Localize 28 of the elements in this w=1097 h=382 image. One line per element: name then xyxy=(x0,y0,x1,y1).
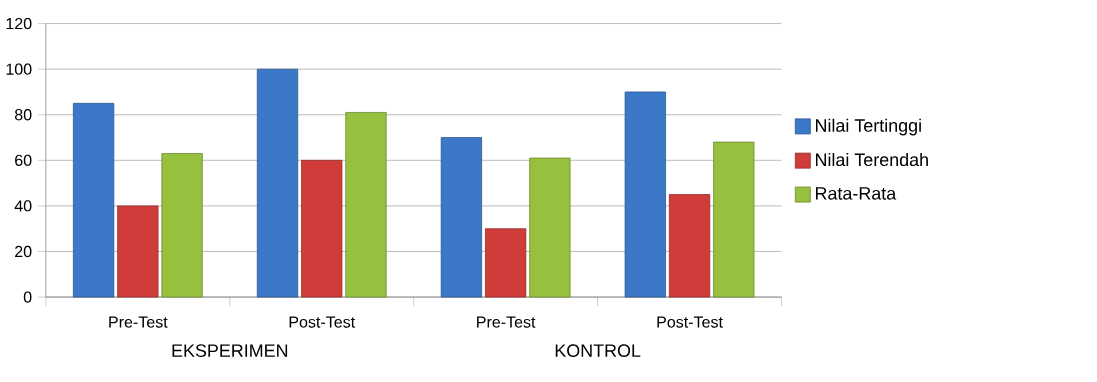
bar xyxy=(485,228,527,298)
legend-label: Nilai Terendah xyxy=(816,152,928,167)
bar xyxy=(713,141,755,298)
x-tick-label: Pre-Test xyxy=(109,316,168,328)
x-tick-label: Pre-Test xyxy=(477,316,536,328)
text: KONTROL xyxy=(555,344,641,357)
bar xyxy=(529,157,571,298)
y-tick-label: 0 xyxy=(23,291,32,303)
bar xyxy=(668,194,711,298)
bar xyxy=(440,137,483,298)
text: EKSPERIMEN xyxy=(172,344,288,357)
bar xyxy=(161,153,203,298)
legend-label: Rata-Rata xyxy=(816,187,897,200)
bar xyxy=(117,205,159,298)
y-tick-label: 100 xyxy=(6,63,32,75)
x-tick-label: Post-Test xyxy=(289,316,356,328)
y-tick-label: 120 xyxy=(6,17,32,30)
y-tick-label: 60 xyxy=(15,154,32,166)
bar xyxy=(73,102,115,298)
bar xyxy=(345,112,387,298)
legend-label: Nilai Tertinggi xyxy=(816,118,921,136)
y-tick-label: 20 xyxy=(15,245,32,258)
x-tick-label: Post-Test xyxy=(657,316,723,328)
bar xyxy=(301,159,343,298)
bar xyxy=(256,68,299,298)
bar xyxy=(624,91,666,298)
y-tick-label: 80 xyxy=(14,109,32,121)
y-tick-label: 40 xyxy=(14,200,32,212)
